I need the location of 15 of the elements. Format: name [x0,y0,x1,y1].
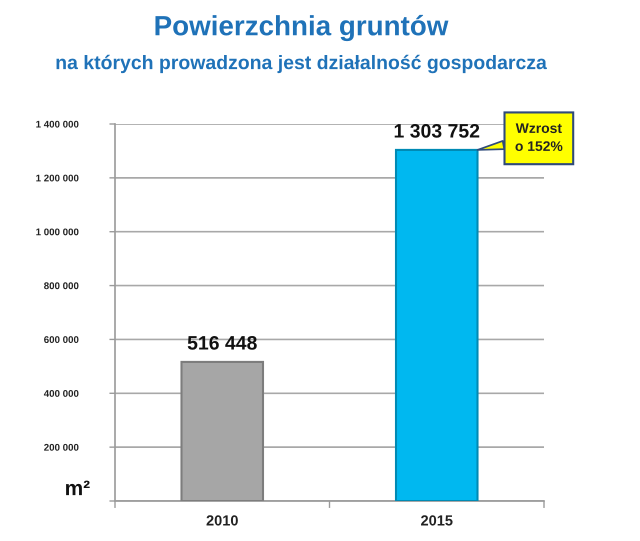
x-tick-label: 2015 [421,515,453,526]
y-tick-label: 800 000 [44,282,78,290]
chart-title: Powierzchnia gruntów [155,14,448,42]
y-tick-label: 400 000 [44,390,78,397]
y-axis-title: m² [66,480,90,496]
data-label: 516 448 [188,336,257,350]
annotation: Wzrost o 152% [515,123,562,152]
chart-subtitle: na których prowadzona jest działalność gospodarcza [56,54,547,74]
y-tick-label: 200 000 [44,444,78,451]
y-tick-label: 1 000 000 [36,228,78,236]
y-tick-label: 1 200 000 [36,174,78,182]
y-tick-label: 1 400 000 [36,120,78,128]
y-tick-label: 600 000 [44,336,78,344]
x-tick-label: 2010 [206,515,238,526]
data-label: 1 303 752 [394,124,480,138]
